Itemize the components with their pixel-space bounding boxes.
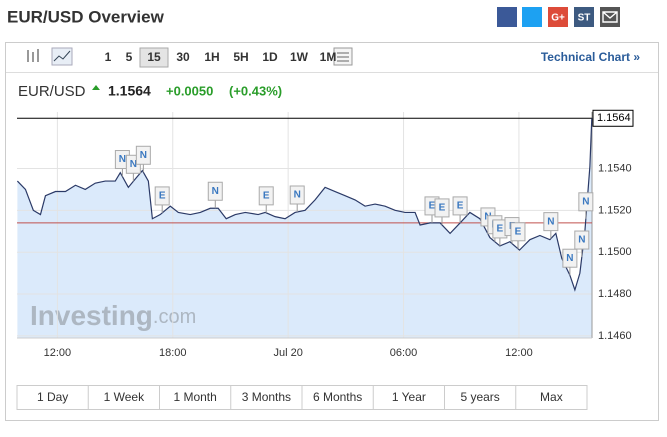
event-label: E [429,201,436,212]
event-flag[interactable] [510,222,526,242]
event-label: E [497,224,504,235]
event-label: N [566,253,573,264]
event-flag[interactable] [434,198,450,218]
interval-button[interactable]: 1M [320,50,337,64]
interval-button[interactable]: 15 [147,50,161,64]
event-label: E [457,201,464,212]
interval-button[interactable]: 30 [176,50,190,64]
event-flag[interactable] [562,248,578,268]
area [17,118,592,339]
range-button[interactable]: 5 years [460,390,499,404]
watermark-suffix: .com [153,306,196,328]
gplus-icon[interactable] [548,7,568,27]
range-button[interactable]: 1 Week [104,390,145,404]
interval-button[interactable]: 1D [262,50,278,64]
event-flag[interactable] [574,230,590,250]
x-tick-label: Jul 20 [273,347,302,359]
event-label: N [212,186,219,197]
gplus-label: G+ [551,13,565,24]
event-label: N [294,190,301,201]
event-flag[interactable] [289,185,305,205]
quote-last: 1.1564 [108,83,151,99]
y-tick-label: 1.1520 [598,204,632,216]
interval-button[interactable]: 1W [290,50,309,64]
x-tick-label: 12:00 [505,347,533,359]
stocktwits-icon[interactable] [574,7,594,27]
event-flag[interactable] [207,181,223,201]
event-flag[interactable] [452,196,468,216]
event-label: N [119,154,126,165]
quote-change: +0.0050 [166,83,213,98]
y-tick-label: 1.1460 [598,330,632,342]
event-flag[interactable] [543,212,559,232]
event-label: N [578,235,585,246]
x-tick-label: 06:00 [390,347,418,359]
event-label: N [130,159,137,170]
event-label: N [582,196,589,207]
range-button[interactable]: 3 Months [242,390,291,404]
line-icon[interactable] [51,47,73,66]
event-label: E [263,190,270,201]
watermark-brand: Investing [30,300,153,331]
interval-button[interactable]: 5 [126,50,133,64]
last-price-label: 1.1564 [597,112,631,124]
event-flag[interactable] [258,186,274,206]
candle-icon[interactable] [27,49,39,62]
interval-selected [139,47,169,68]
widget-border [5,42,659,421]
watermark: Investing.com [30,300,196,331]
range-button[interactable]: 1 Month [173,390,216,404]
facebook-icon[interactable] [497,7,517,27]
range-button[interactable]: 6 Months [313,390,362,404]
price-line [16,118,593,292]
twitter-icon[interactable] [522,7,542,27]
last-price-box [592,109,634,127]
event-label: N [140,150,147,161]
interval-button[interactable]: 1 [105,50,112,64]
x-tick-label: 12:00 [44,347,72,359]
event-flag[interactable] [135,145,151,165]
range-button[interactable]: 1 Day [37,390,68,404]
range-button[interactable]: Max [540,390,563,404]
interval-button[interactable]: 5H [233,50,248,64]
event-label: E [159,191,166,202]
y-tick-label: 1.1500 [598,246,632,258]
y-tick-label: 1.1540 [598,162,632,174]
x-tick-label: 18:00 [159,347,187,359]
event-label: E [439,203,446,214]
technical-chart-link[interactable]: Technical Chart » [541,50,640,64]
interval-button[interactable]: 1H [204,50,219,64]
event-flag[interactable] [578,192,594,212]
title: EUR/USD Overview [7,7,165,26]
event-label: E [515,226,522,237]
y-tick-label: 1.1480 [598,288,632,300]
range-button[interactable]: 1 Year [392,390,426,404]
stocktwits-label: ST [578,13,591,24]
quote-symbol: EUR/USD [18,83,86,100]
quote-change-pct: (+0.43%) [229,83,282,98]
event-label: N [547,216,554,227]
event-flag[interactable] [154,186,170,206]
